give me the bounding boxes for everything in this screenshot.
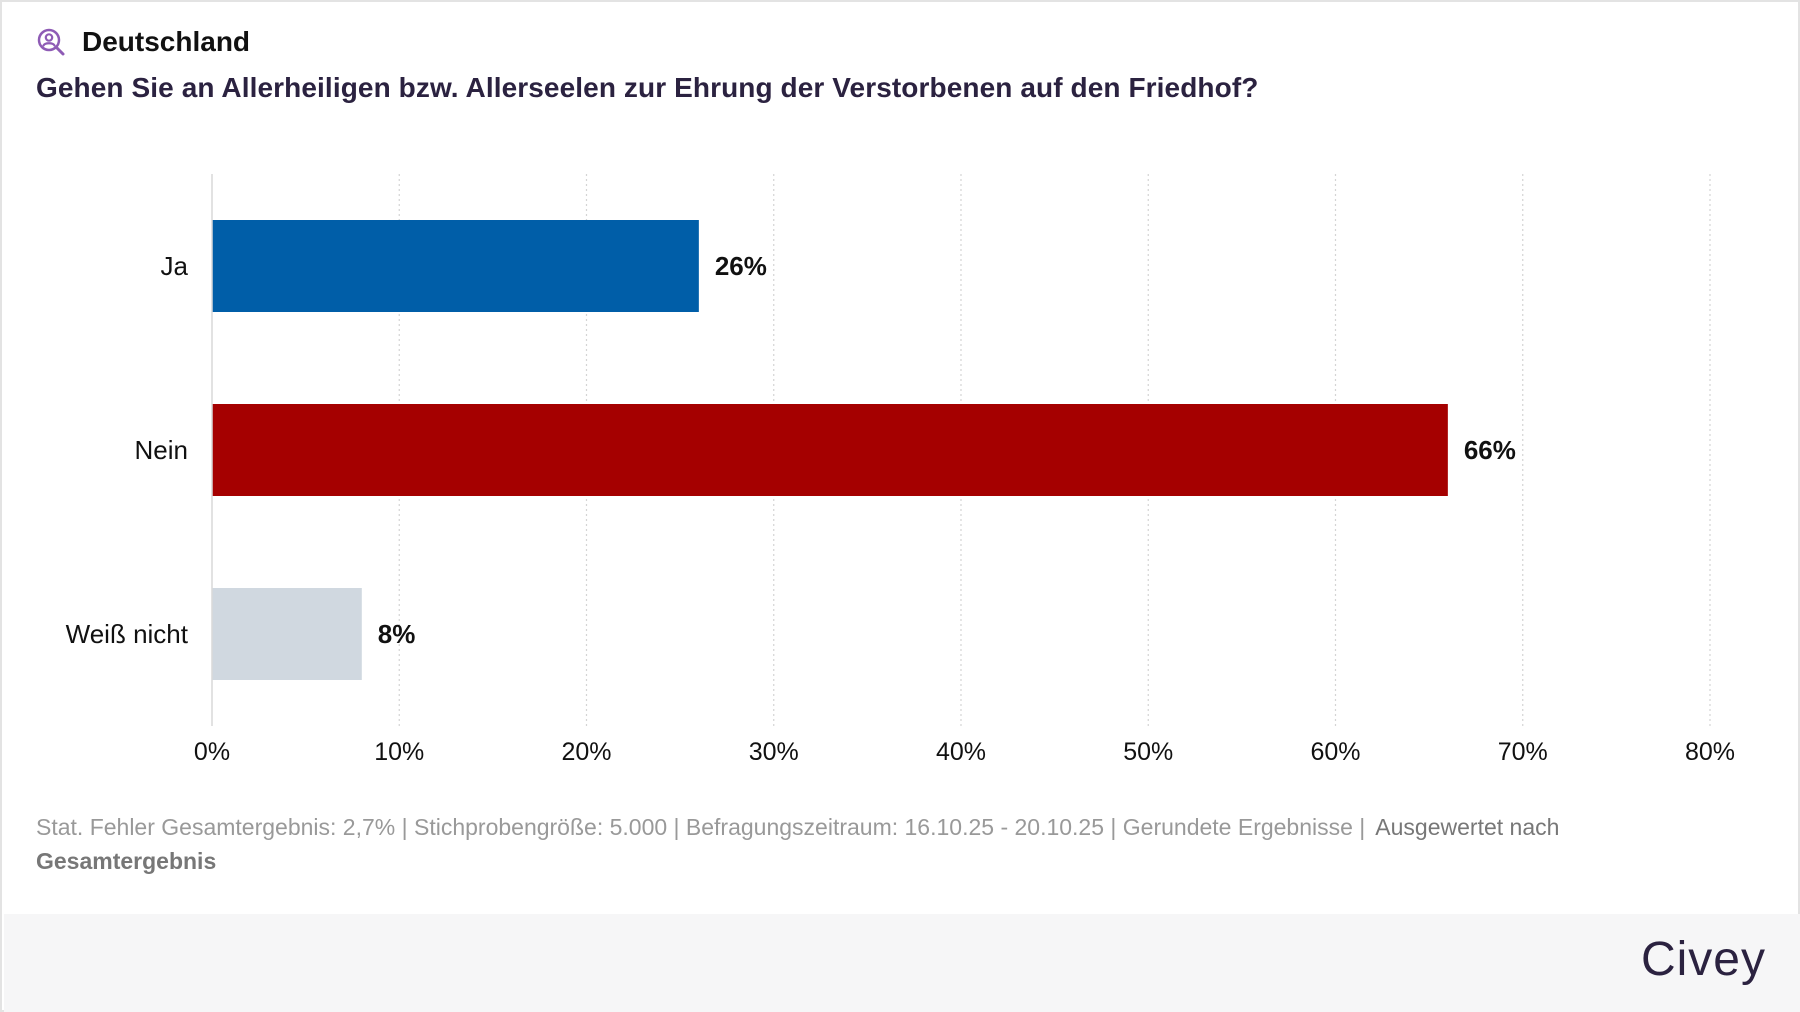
region-header: Deutschland bbox=[36, 26, 250, 58]
person-search-icon bbox=[36, 27, 66, 57]
x-tick-label: 30% bbox=[749, 738, 799, 766]
x-tick-label: 80% bbox=[1685, 738, 1735, 766]
bar-2 bbox=[212, 404, 1448, 496]
x-tick-label: 20% bbox=[561, 738, 611, 766]
region-label: Deutschland bbox=[82, 26, 251, 57]
category-label: Nein bbox=[135, 435, 188, 465]
category-label: Ja bbox=[161, 251, 189, 281]
methodology-text: Stat. Fehler Gesamtergebnis: 2,7% | Stic… bbox=[36, 814, 1366, 840]
x-tick-label: 40% bbox=[936, 738, 986, 766]
methodology-note: Stat. Fehler Gesamtergebnis: 2,7% | Stic… bbox=[36, 810, 1636, 878]
bar-chart: 0% 10% 20% 30% 40% 50% 60% 70% 80% Ja 26% Nein 66% We… bbox=[66, 174, 1735, 766]
brand-logo: Civey bbox=[1640, 933, 1766, 986]
x-tick-label: 0% bbox=[194, 738, 230, 766]
value-label: 66% bbox=[1464, 435, 1516, 465]
x-tick-label: 60% bbox=[1310, 738, 1360, 766]
footer-bar: Civey bbox=[4, 914, 1800, 1012]
bar-3 bbox=[212, 588, 362, 680]
value-label: 8% bbox=[378, 619, 416, 649]
category-label: Weiß nicht bbox=[66, 619, 189, 649]
x-tick-label: 10% bbox=[374, 738, 424, 766]
value-label: 26% bbox=[715, 251, 767, 281]
evaluation-group-value: Gesamtergebnis bbox=[36, 848, 217, 874]
x-tick-label: 70% bbox=[1498, 738, 1548, 766]
question-title: Gehen Sie an Allerheiligen bzw. Allersee… bbox=[36, 72, 1259, 103]
evaluation-group-prefix: Ausgewertet nach bbox=[1375, 814, 1560, 840]
bar-1 bbox=[212, 220, 699, 312]
x-tick-label: 50% bbox=[1123, 738, 1173, 766]
